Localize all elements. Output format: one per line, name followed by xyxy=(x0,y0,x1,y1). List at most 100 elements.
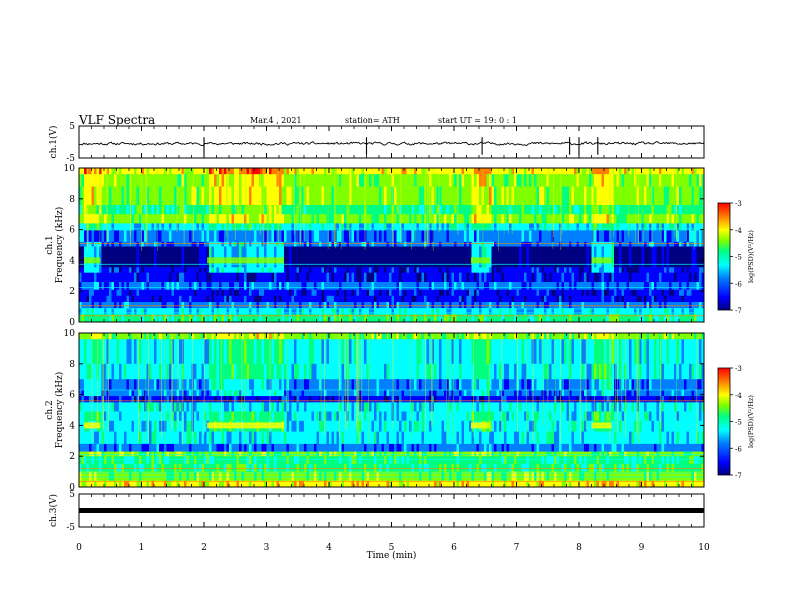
ch1-spectrogram-cell xyxy=(361,223,365,231)
ch2-spectrogram-cell xyxy=(516,339,520,365)
ch1-spectrogram-cell xyxy=(626,246,630,268)
ch1-spectrogram-cell xyxy=(109,186,112,206)
ch1-spectrogram-cell xyxy=(614,282,617,291)
ch1-spectrogram-cell xyxy=(669,295,672,303)
ch1-spectrogram-cell xyxy=(246,314,250,323)
ch1-spectrogram-cell xyxy=(341,223,345,231)
ch1-spectrogram-cell xyxy=(236,168,240,175)
ch2-spectrogram-cell xyxy=(371,363,375,380)
ch1-spectrogram-cell xyxy=(236,295,240,303)
ch1-spectrogram-cell xyxy=(549,289,552,297)
ch1-spectrogram-cell xyxy=(96,223,100,231)
ch2-spectrogram-cell xyxy=(379,333,382,340)
ch1-spectrogram-cell xyxy=(436,302,440,309)
ch2-spectrogram-cell xyxy=(311,339,315,365)
ch1-spectrogram-cell xyxy=(649,267,652,274)
ch1-spectrogram-cell xyxy=(664,186,667,206)
ch1-spectrogram-cell xyxy=(336,272,340,283)
ch1-spectrogram-cell xyxy=(464,223,467,231)
ch1-spectrogram-cell xyxy=(586,295,590,303)
ch2-spectrogram-cell xyxy=(146,333,150,340)
ch1-spectrogram-cell xyxy=(699,289,702,297)
ch1-spectrogram-cell xyxy=(689,241,692,247)
ch1-spectrogram-cell xyxy=(471,246,475,268)
ch1-spectrogram-cell xyxy=(321,214,325,224)
ch1-spectrogram-cell xyxy=(279,295,282,303)
ch2-spectrogram-cell xyxy=(304,333,307,340)
ch2-spectrogram-cell xyxy=(221,333,225,340)
ch1-spectrogram-cell xyxy=(501,186,505,206)
ch1-spectrogram-cell xyxy=(519,214,522,224)
ch1-spectrogram-cell xyxy=(289,314,292,323)
ch1-spectrogram-cell xyxy=(171,272,175,283)
ch2-spectrogram-cell xyxy=(221,363,225,380)
ch1-spectrogram-cell xyxy=(156,289,160,297)
ch1-spectrogram-cell xyxy=(361,230,365,243)
ch1-spectrogram-cell xyxy=(236,289,240,297)
ch1-spectrogram-cell xyxy=(409,295,412,303)
ch1-spectrogram-cell xyxy=(474,205,477,215)
ch1-spectrogram-cell xyxy=(196,272,200,283)
ch1-spectrogram-cell xyxy=(454,186,457,206)
ch2-spectrogram-cell xyxy=(406,339,410,365)
ch1-spectrogram-cell xyxy=(166,302,170,309)
ch1-spectrogram-cell xyxy=(549,186,552,206)
ch1-spectrogram-cell xyxy=(684,289,687,297)
ch2-spectrogram-cell xyxy=(431,339,435,365)
ch1-spectrogram-cell xyxy=(344,223,347,231)
ch1-spectrogram-cell xyxy=(316,282,320,291)
ch1-spectrogram-cell xyxy=(309,174,312,187)
ch1-spectrogram-cell xyxy=(479,272,482,283)
ch1-spectrogram-cell xyxy=(684,267,687,274)
ch1-spectrogram-cell xyxy=(274,230,277,243)
ch1-spectrogram-cell xyxy=(201,214,205,224)
ch1-spectrogram-cell xyxy=(564,314,567,323)
ch1-spectrogram-cell xyxy=(349,246,352,268)
ch1-spectrogram-cell xyxy=(291,214,295,224)
ch1-spectrogram-cell xyxy=(481,289,485,297)
ch1-spectrogram-cell xyxy=(524,302,527,309)
ch1-spectrogram-cell xyxy=(429,246,432,268)
ch1-spectrogram-cell xyxy=(444,168,447,175)
ch1-spectrogram-cell xyxy=(379,230,382,243)
ch1-spectrogram-cell xyxy=(556,272,560,283)
ch1-spectrogram-cell xyxy=(101,230,105,243)
ch1-spectrogram-cell xyxy=(254,186,257,206)
ch1-spectrogram-cell xyxy=(324,246,327,268)
ch1-spectrogram-cell xyxy=(649,168,652,175)
ch1-spectrogram-cell xyxy=(679,302,682,309)
ch1-spectrogram-cell xyxy=(464,314,467,323)
ch1-spectrogram-cell xyxy=(324,186,327,206)
ch1-spectrogram-cell xyxy=(634,295,637,303)
ch1-spectrogram-cell xyxy=(654,223,657,231)
ch1-spectrogram-cell xyxy=(681,308,685,315)
ch1-spectrogram-cell xyxy=(441,302,445,309)
ch2-spectrogram-cell xyxy=(189,339,192,365)
ch1-spectrogram-cell xyxy=(474,282,477,291)
ch2-spectrogram-cell xyxy=(601,333,605,340)
ch1-spectrogram-cell xyxy=(294,223,297,231)
ch1-spectrogram-cell xyxy=(196,302,200,309)
ch1-spectrogram-cell xyxy=(659,241,662,247)
ch1-spectrogram-cell xyxy=(206,246,210,268)
ch2-spectrogram-cell xyxy=(119,333,122,340)
ch1-spectrogram-cell xyxy=(304,267,307,274)
ch1-spectrogram-cell xyxy=(114,214,117,224)
ch1-spectrogram-cell xyxy=(214,308,217,315)
ch1-spectrogram-cell xyxy=(546,168,550,175)
ch2-spectrogram-cell xyxy=(296,333,300,340)
ch1-spectrogram-cell xyxy=(149,289,152,297)
ch1-spectrogram-cell xyxy=(684,174,687,187)
ch2-spectrogram-cell xyxy=(231,333,235,340)
ch1-spectrogram-cell xyxy=(634,282,637,291)
ch1-spectrogram-cell xyxy=(614,241,617,247)
ch1-spectrogram-cell xyxy=(126,168,130,175)
ch1-spectrogram-cell xyxy=(299,267,302,274)
ch1-spectrogram-cell xyxy=(676,302,680,309)
ch1-spectrogram-cell xyxy=(114,302,117,309)
ch1-spectrogram-cell xyxy=(211,168,215,175)
ch2-spectrogram-cell xyxy=(191,339,195,365)
ch2-spectrogram-cell xyxy=(596,339,600,365)
ch1-spectrogram-cell xyxy=(194,174,197,187)
ch1-spectrogram-cell xyxy=(516,302,520,309)
